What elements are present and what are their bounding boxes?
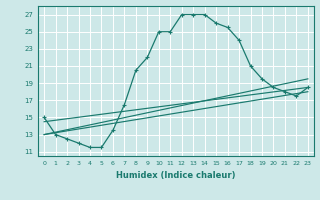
X-axis label: Humidex (Indice chaleur): Humidex (Indice chaleur) xyxy=(116,171,236,180)
